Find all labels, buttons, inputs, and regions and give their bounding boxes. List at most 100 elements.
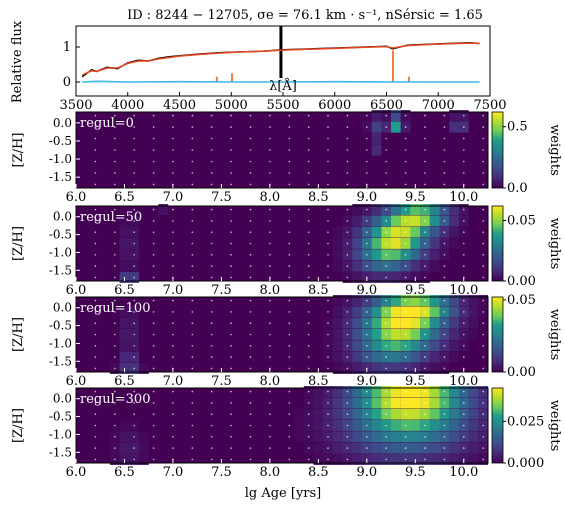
ssp-grid-dot: [172, 345, 174, 347]
ssp-grid-dot: [249, 413, 252, 416]
ssp-grid-dot: [307, 231, 310, 233]
heatmap-cell: [371, 204, 382, 215]
ssp-grid-dot: [210, 242, 213, 245]
xtick-label: 8.5: [308, 374, 329, 389]
ssp-grid-dot: [191, 265, 194, 267]
ssp-grid-dot: [385, 390, 388, 393]
ssp-grid-dot: [230, 333, 232, 336]
ssp-grid-dot: [94, 413, 97, 416]
ssp-grid-dot: [443, 208, 446, 211]
ssp-grid-dot: [172, 356, 174, 358]
ssp-grid-dot: [404, 402, 407, 404]
heatmap-cell: [391, 329, 401, 340]
ssp-grid-dot: [463, 436, 465, 438]
ssp-grid-dot: [269, 333, 271, 336]
ssp-grid-dot: [346, 402, 349, 404]
ssp-grid-dot: [133, 242, 135, 245]
ssp-grid-dot: [424, 220, 426, 222]
heatmap-cell: [410, 317, 421, 329]
heatmap-cell: [429, 295, 440, 306]
ssp-grid-dot: [191, 311, 194, 313]
xtick-label: 8.0: [260, 190, 281, 205]
heatmap-cell: [410, 249, 421, 261]
ssp-grid-dot: [327, 242, 329, 245]
ssp-grid-dot: [404, 356, 407, 358]
heatmap-cell: [352, 215, 362, 227]
ytick-label: -1.0: [49, 336, 72, 350]
ssp-grid-dot: [346, 208, 349, 211]
heatmap-cell: [391, 363, 401, 374]
ssp-grid-dot: [424, 172, 426, 174]
ssp-grid-dot: [463, 208, 465, 211]
heatmap-cell: [352, 454, 362, 465]
ssp-grid-dot: [191, 160, 194, 163]
ssp-grid-dot: [404, 160, 407, 163]
heatmap-background: [76, 112, 488, 188]
heatmap-cell: [410, 260, 421, 272]
heatmap-cell: [332, 363, 343, 374]
heatmap-cell: [139, 431, 149, 443]
ssp-grid-dot: [307, 242, 310, 245]
ssp-grid-dot: [191, 172, 194, 174]
ssp-grid-dot: [152, 436, 155, 438]
ssp-grid-dot: [463, 356, 465, 358]
ssp-grid-dot: [249, 231, 252, 233]
xtick-label: 7.5: [211, 283, 232, 298]
ssp-grid-dot: [366, 424, 368, 427]
ssp-grid-dot: [114, 367, 116, 370]
ssp-grid-dot: [404, 114, 407, 117]
heatmap-cell: [352, 386, 362, 397]
ssp-grid-dot: [463, 172, 465, 174]
ytick-label: 0.0: [53, 210, 72, 224]
ssp-grid-dot: [94, 265, 97, 267]
xtick-label: 10.0: [449, 283, 478, 298]
ssp-grid-dot: [482, 424, 485, 427]
heatmap-cell: [410, 420, 421, 431]
ssp-grid-dot: [463, 254, 465, 256]
heatmap-panel-regul-100: regul=100 6.0 6.5 7.0 7.5 8.0 8.5 9.0 9.5 10.0 0.0…: [11, 293, 562, 389]
ssp-grid-dot: [288, 333, 291, 336]
ssp-grid-dot: [94, 311, 97, 313]
ssp-grid-dot: [94, 149, 97, 151]
heatmap-cell: [410, 431, 421, 443]
colorbar-tick-label: 0.00: [507, 365, 536, 380]
ssp-grid-dot: [443, 126, 446, 128]
ssp-grid-dot: [443, 424, 446, 427]
ssp-grid-dot: [424, 231, 426, 233]
heatmap-cell: [352, 363, 362, 374]
xtick-label: 6.0: [66, 374, 87, 389]
ytick-label: -1.5: [49, 354, 72, 368]
ssp-grid-dot: [269, 231, 271, 233]
ssp-grid-dot: [230, 367, 232, 370]
spectrum-xtick-label: 4500: [163, 98, 196, 113]
ssp-grid-dot: [210, 265, 213, 267]
heatmap-panel-regul-0: regul=0 6.0 6.5 7.0 7.5 8.0 8.5 9.0 9.5 10.0 0.0 -0…: [11, 110, 562, 205]
heatmap-cell: [468, 317, 479, 329]
ssp-grid-dot: [346, 231, 349, 233]
ssp-grid-dot: [443, 114, 446, 117]
ssp-grid-dot: [327, 367, 329, 370]
ssp-grid-dot: [346, 447, 349, 449]
heatmap-cell: [352, 306, 362, 318]
heatmap-cell: [391, 431, 401, 443]
heatmap-cell: [332, 226, 343, 238]
ssp-grid-dots: [75, 114, 485, 186]
ssp-grid-dot: [366, 160, 368, 163]
ssp-grid-dot: [424, 114, 426, 117]
heatmap-cell: [371, 386, 382, 397]
heatmap-panel-regul-50: regul=50 6.0 6.5 7.0 7.5 8.0 8.5 9.0 9.5 10.0 0.0 -…: [11, 204, 562, 298]
ssp-grid-dot: [346, 172, 349, 174]
heatmap-cell: [429, 431, 440, 443]
heatmap-cell: [468, 397, 479, 409]
ssp-grid-dot: [230, 172, 232, 174]
ytick-label: 0.0: [53, 116, 72, 130]
ssp-grid-dot: [230, 114, 232, 117]
xtick-label: 8.5: [308, 190, 329, 205]
ssp-grid-dot: [210, 231, 213, 233]
ssp-grid-dot: [269, 299, 271, 302]
ssp-grid-dot: [152, 220, 155, 222]
ssp-grid-dot: [249, 322, 252, 325]
ssp-grid-dot: [94, 276, 97, 279]
spectrum-xlabel: λ[Å]: [269, 78, 297, 94]
ssp-grid-dot: [288, 322, 291, 325]
